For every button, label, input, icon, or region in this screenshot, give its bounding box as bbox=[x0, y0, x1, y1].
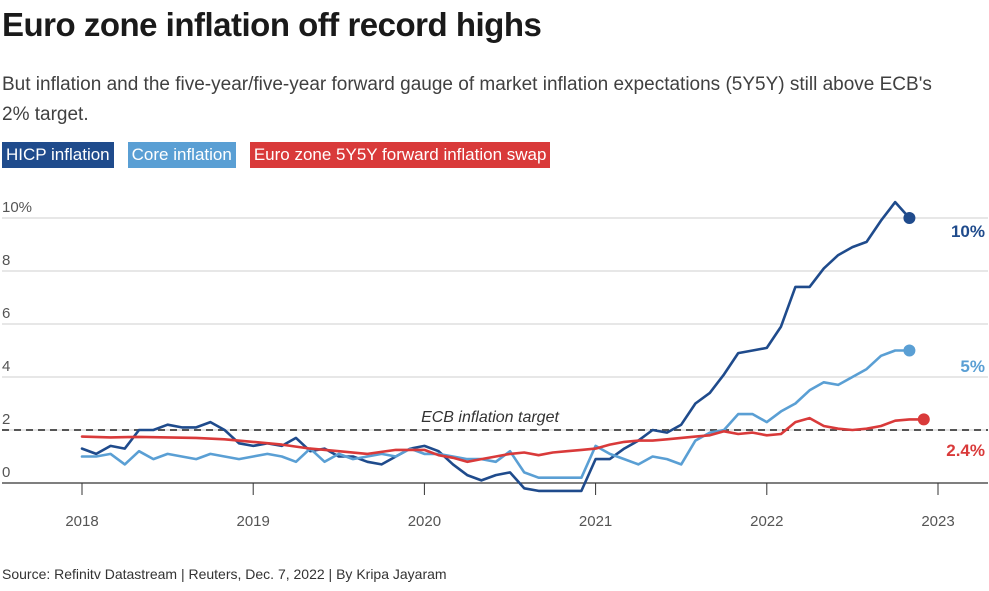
x-tick-label: 2018 bbox=[65, 513, 98, 530]
series-line-0 bbox=[80, 200, 911, 493]
series-end-point-0 bbox=[903, 212, 916, 224]
y-tick-label: 0 bbox=[2, 464, 10, 481]
chart-subtitle: But inflation and the five-year/five-yea… bbox=[2, 74, 932, 125]
series-end-label-1: 5% bbox=[960, 357, 985, 376]
y-tick-label: 2 bbox=[2, 411, 10, 428]
y-tick-label: 4 bbox=[2, 358, 10, 375]
ecb-target-label: ECB inflation target bbox=[421, 409, 559, 426]
legend-item-core: Core inflation bbox=[127, 142, 236, 168]
legend-item-5y5y: Euro zone 5Y5Y forward inflation swap bbox=[249, 142, 551, 168]
series-end-label-2: 2.4% bbox=[946, 441, 985, 460]
x-tick-label: 2020 bbox=[408, 513, 441, 530]
series-end-point-2 bbox=[917, 413, 930, 426]
y-tick-label: 8 bbox=[2, 252, 10, 269]
y-tick-label: 10% bbox=[2, 199, 32, 216]
x-tick-label: 2019 bbox=[237, 513, 270, 530]
series-end-point-1 bbox=[903, 344, 916, 357]
legend-item-hicp: HICP inflation bbox=[2, 142, 114, 168]
chart-title: Euro zone inflation off record highs bbox=[2, 6, 542, 43]
series-line-1 bbox=[80, 349, 911, 480]
x-tick-label: 2023 bbox=[921, 513, 954, 530]
x-tick-label: 2022 bbox=[750, 513, 783, 530]
x-tick-label: 2021 bbox=[579, 513, 612, 530]
legend: HICP inflation Core inflation Euro zone … bbox=[2, 142, 551, 168]
series-end-label-0: 10% bbox=[951, 222, 985, 241]
series-line-2 bbox=[80, 416, 926, 464]
y-tick-label: 6 bbox=[2, 305, 10, 322]
source-note: Source: Refinitv Datastream | Reuters, D… bbox=[2, 566, 447, 582]
